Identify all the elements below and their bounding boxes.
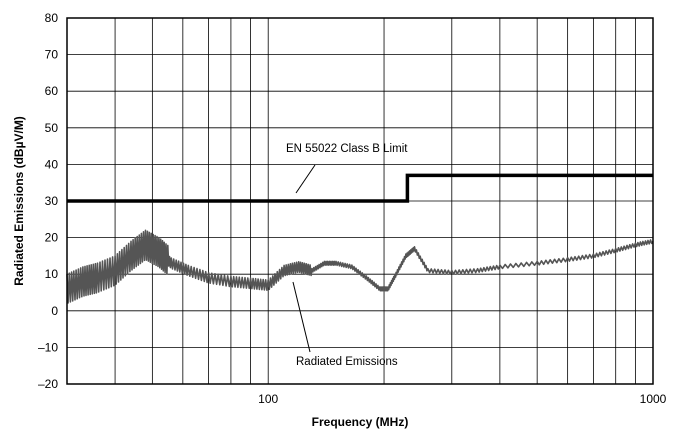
plot-frame [66, 17, 654, 385]
y-tick-label: 40 [45, 157, 59, 171]
y-tick-label: –10 [38, 340, 58, 354]
series-layer [66, 173, 654, 304]
y-tick-label: –20 [38, 377, 58, 391]
series-radiated-emissions [66, 229, 654, 304]
x-axis-title: Frequency (MHz) [312, 415, 409, 429]
annotation-emissions-leader [292, 281, 311, 353]
y-tick-label: 20 [45, 231, 59, 245]
series-class-b-limit [67, 173, 653, 203]
y-tick-labels: –20 –10 0 10 20 30 40 50 60 70 80 [38, 11, 58, 391]
x-tick-label: 100 [258, 392, 278, 406]
annotation-limit-label: EN 55022 Class B Limit [286, 143, 408, 155]
y-tick-label: 70 [45, 48, 59, 62]
y-tick-label: 10 [45, 267, 59, 281]
x-tick-label: 1000 [640, 392, 667, 406]
annotation-emissions-label: Radiated Emissions [296, 356, 398, 368]
y-tick-label: 60 [45, 84, 59, 98]
y-tick-label: 50 [45, 121, 59, 135]
y-tick-label: 30 [45, 194, 59, 208]
y-axis-title: Radiated Emissions (dBµV/M) [12, 116, 26, 286]
y-tick-label: 0 [51, 304, 58, 318]
y-tick-label: 80 [45, 11, 59, 25]
x-tick-labels: 100 1000 [258, 392, 666, 406]
annotation-limit-leader [295, 164, 316, 194]
annotations: EN 55022 Class B Limit Radiated Emissions [286, 143, 408, 368]
